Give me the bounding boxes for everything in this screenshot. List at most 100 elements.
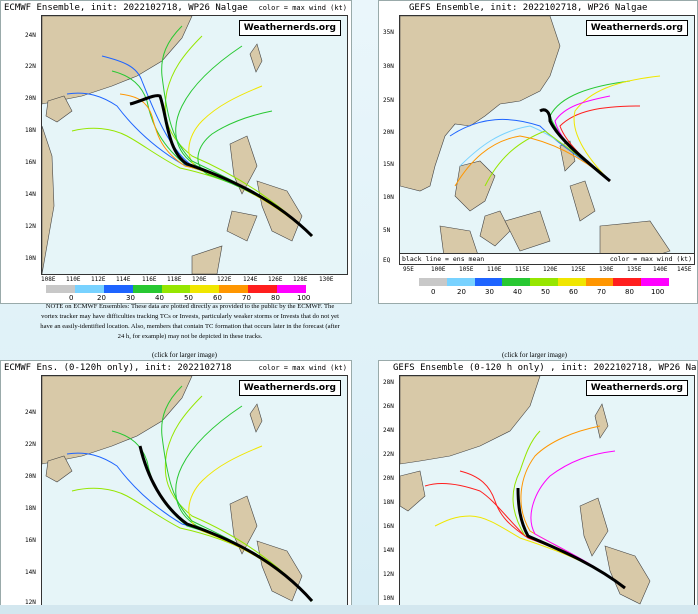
gefs-120h-panel[interactable]: GEFS Ensemble (0-120 h only) , init: 202… — [378, 360, 698, 611]
lat-label: 16N — [383, 523, 394, 530]
colorbar-label: 60 — [569, 288, 578, 296]
lon-label: 118E — [167, 276, 182, 283]
click-for-larger-link[interactable]: (click for larger image) — [152, 351, 217, 359]
lon-label: 115E — [515, 266, 530, 273]
ecmwf-120h-svg — [42, 376, 314, 602]
mean-line-legend: black line = ens mean — [402, 255, 485, 263]
lon-label: 140E — [653, 266, 668, 273]
gefs-track-svg — [400, 16, 671, 264]
lon-label: 145E — [677, 266, 692, 273]
colorbar-label: 0 — [431, 288, 436, 296]
lat-label: 22N — [25, 441, 36, 448]
ecmwf-120h-map[interactable]: Weathernerds.org — [41, 375, 348, 611]
lat-label: 20N — [383, 475, 394, 482]
colorbar-swatch — [132, 285, 162, 293]
lat-label: 24N — [25, 409, 36, 416]
lon-label: 108E — [41, 276, 56, 283]
panel-title: GEFS Ensemble, init: 2022102718, WP26 Na… — [409, 3, 648, 13]
gefs-track-map[interactable]: Weathernerds.org black line = ens mean c… — [399, 15, 695, 265]
colorbar-label: 30 — [126, 294, 135, 302]
ecmwf-ensemble-panel[interactable]: ECMWF Ensemble, init: 2022102718, WP26 N… — [0, 0, 352, 304]
colorbar-swatch — [502, 278, 531, 286]
lat-label: 25N — [383, 97, 394, 104]
lat-label: 14N — [25, 191, 36, 198]
panel-title-bar: GEFS Ensemble, init: 2022102718, WP26 Na… — [379, 1, 697, 15]
lon-label: 130E — [319, 276, 334, 283]
lon-label: 116E — [142, 276, 157, 283]
lat-label: 10N — [25, 255, 36, 262]
lat-label: 10N — [383, 194, 394, 201]
colorbar-label: 80 — [625, 288, 634, 296]
lat-label: 24N — [25, 32, 36, 39]
lat-label: 26N — [383, 403, 394, 410]
colorbar-swatch — [161, 285, 191, 293]
lat-label: 12N — [25, 223, 36, 230]
bottom-strip — [0, 605, 698, 614]
click-for-larger-link[interactable]: (click for larger image) — [502, 351, 567, 359]
lat-label: 24N — [383, 427, 394, 434]
colorbar-label: 30 — [485, 288, 494, 296]
lat-label: 10N — [383, 595, 394, 602]
ecmwf-colorbar — [46, 285, 307, 293]
wind-color-caption: color = max wind (kt) — [609, 255, 692, 263]
lon-label: 125E — [571, 266, 586, 273]
ecmwf-120h-panel[interactable]: ECMWF Ens. (0-120h only), init: 20221027… — [0, 360, 352, 611]
lon-label: 114E — [116, 276, 131, 283]
weathernerds-logo[interactable]: Weathernerds.org — [238, 380, 341, 396]
lon-label: 120E — [543, 266, 558, 273]
lat-label: 35N — [383, 29, 394, 36]
lat-label: 22N — [383, 451, 394, 458]
lon-label: 105E — [459, 266, 474, 273]
lon-label: 122E — [217, 276, 232, 283]
colorbar-swatch — [277, 285, 307, 293]
weathernerds-logo[interactable]: Weathernerds.org — [238, 20, 341, 36]
gefs-120h-map[interactable]: Weathernerds.org — [399, 375, 695, 611]
ecmwf-track-map[interactable]: Weathernerds.org — [41, 15, 348, 275]
colorbar-label: 70 — [597, 288, 606, 296]
lon-label: 112E — [91, 276, 106, 283]
lat-label: 20N — [383, 129, 394, 136]
panel-title: ECMWF Ensemble, init: 2022102718, WP26 N… — [4, 3, 248, 13]
colorbar-swatch — [248, 285, 278, 293]
colorbar-label: 20 — [97, 294, 106, 302]
colorbar-label: 60 — [213, 294, 222, 302]
colorbar-label: 100 — [297, 294, 311, 302]
colorbar-label: 100 — [651, 288, 665, 296]
panel-title: ECMWF Ens. (0-120h only), init: 20221027… — [4, 363, 232, 373]
colorbar-swatch — [74, 285, 104, 293]
weathernerds-logo[interactable]: Weathernerds.org — [585, 380, 688, 396]
panel-title-bar: ECMWF Ens. (0-120h only), init: 20221027… — [1, 361, 351, 375]
colorbar-swatch — [530, 278, 558, 286]
ecmwf-ensemble-note: NOTE on ECMWF Ensembles: These data are … — [40, 303, 340, 340]
lon-label: 135E — [627, 266, 642, 273]
gefs-ensemble-panel[interactable]: GEFS Ensemble, init: 2022102718, WP26 Na… — [378, 0, 698, 304]
lat-label: 15N — [383, 161, 394, 168]
weathernerds-logo[interactable]: Weathernerds.org — [585, 20, 688, 36]
colorbar-label: 20 — [457, 288, 466, 296]
colorbar-swatch — [190, 285, 220, 293]
panel-title: GEFS Ensemble (0-120 h only) , init: 202… — [393, 363, 697, 373]
colorbar-swatch — [419, 278, 447, 286]
panel-title-bar: GEFS Ensemble (0-120 h only) , init: 202… — [379, 361, 697, 375]
lon-label: 128E — [293, 276, 308, 283]
colorbar-label: 50 — [184, 294, 193, 302]
lat-label: 12N — [383, 571, 394, 578]
gefs-120h-svg — [400, 376, 651, 605]
lon-label: 130E — [599, 266, 614, 273]
wind-color-caption: color = max wind (kt) — [258, 364, 347, 372]
lon-label: 124E — [243, 276, 258, 283]
lat-label: 14N — [383, 547, 394, 554]
lat-label: 20N — [25, 95, 36, 102]
lat-label: 18N — [25, 127, 36, 134]
lat-label: 28N — [383, 379, 394, 386]
lat-label: 18N — [383, 499, 394, 506]
colorbar-swatch — [641, 278, 670, 286]
colorbar-label: 50 — [541, 288, 550, 296]
wind-color-caption: color = max wind (kt) — [258, 4, 347, 12]
colorbar-swatch — [585, 278, 614, 286]
lon-label: 95E — [403, 266, 414, 273]
gefs-mean-legend: black line = ens mean color = max wind (… — [400, 253, 694, 264]
lat-label: 14N — [25, 569, 36, 576]
gefs-colorbar — [419, 278, 670, 286]
lon-label: 100E — [431, 266, 446, 273]
